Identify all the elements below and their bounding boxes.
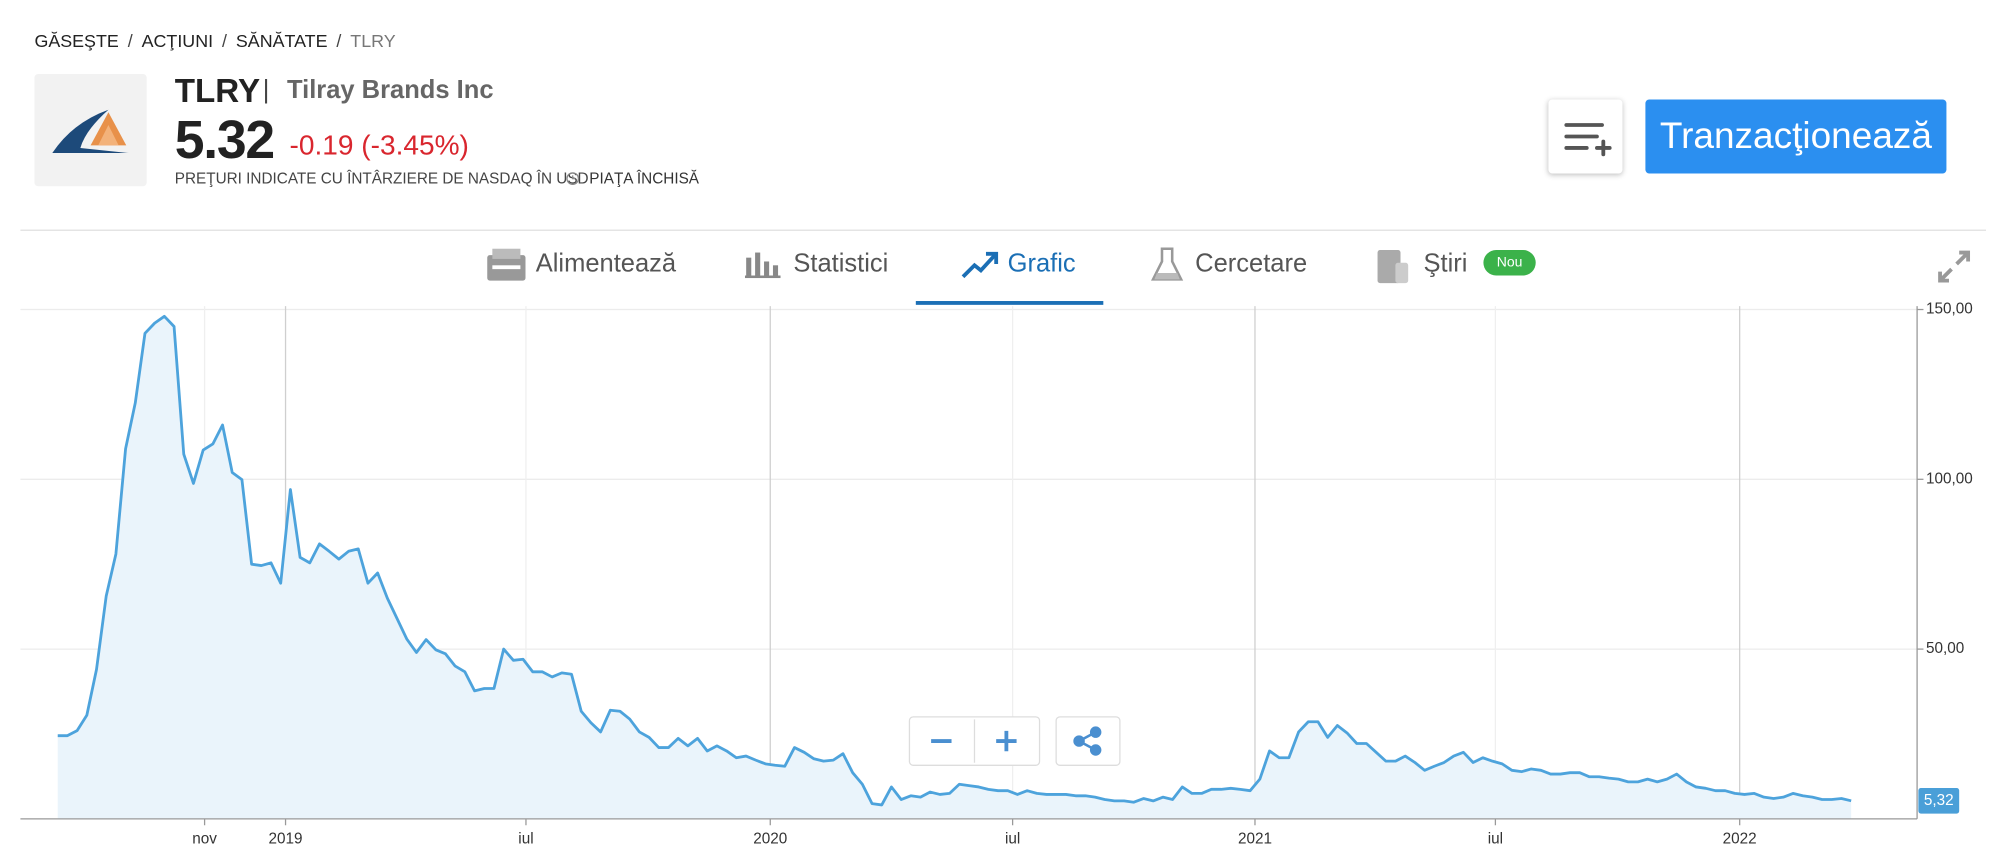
last-value-badge (1918, 788, 1960, 814)
separator: / (127, 30, 133, 52)
x-tick-label: 2019 (269, 830, 303, 847)
y-tick-label: 50,00 (1926, 640, 1964, 657)
breadcrumb: GĂSEŞTE / ACŢIUNI / SĂNĂTATE / TLRY (34, 31, 395, 51)
tab-icon (961, 251, 999, 279)
price: 5.32 (174, 109, 275, 170)
market-status: PIAŢA ÎNCHISĂ (589, 169, 700, 188)
new-badge: Nou (1483, 249, 1536, 276)
price-change: -0.19 (-3.45%) (289, 128, 469, 161)
share-icon (1073, 726, 1102, 756)
price-note: PREŢURI INDICATE CU ÎNTÂRZIERE DE NASDAQ… (174, 169, 589, 188)
breadcrumb-item[interactable]: GĂSEŞTE (34, 30, 119, 52)
last-value-label: 5,32 (1924, 792, 1954, 809)
tab-icon (1150, 247, 1184, 281)
tab[interactable]: Grafic (1007, 249, 1076, 279)
company-name: Tilray Brands Inc (286, 76, 494, 105)
separator-line (20, 229, 1986, 231)
tab[interactable]: Ştiri (1423, 249, 1468, 279)
tab[interactable]: Statistici (793, 249, 889, 279)
zoom-controls (908, 716, 1121, 766)
price-line (57, 314, 1852, 807)
y-tick-label: 100,00 (1926, 470, 1973, 487)
x-tick-label: iul (1005, 830, 1020, 847)
area-fill (57, 316, 1852, 819)
zoom-in[interactable] (996, 730, 1017, 752)
watchlist-button[interactable] (1548, 99, 1623, 174)
tab-icon (487, 248, 526, 281)
x-tick-label: iul (518, 830, 533, 847)
tab[interactable]: Cercetare (1195, 249, 1308, 279)
trade-button[interactable]: Tranzacţionează (1645, 99, 1947, 174)
tab-icon (744, 252, 781, 279)
x-tick-label: 2020 (753, 830, 787, 847)
separator: / (221, 30, 227, 52)
tab-icon (1377, 249, 1409, 284)
x-tick-label: nov (192, 830, 217, 847)
separator: / (336, 30, 342, 52)
breadcrumb-item: TLRY (350, 30, 396, 52)
logo-icon (52, 109, 129, 154)
breadcrumb-item[interactable]: ACŢIUNI (141, 30, 214, 52)
symbol: TLRY (174, 71, 261, 110)
list-icon (1564, 123, 1612, 157)
x-tick-label: 2022 (1723, 830, 1757, 847)
y-tick-label: 150,00 (1926, 301, 1973, 318)
expand-icon[interactable] (1936, 249, 1972, 285)
active-tab-underline (915, 301, 1104, 305)
divider: | (262, 76, 270, 105)
share-button[interactable] (1055, 716, 1121, 766)
breadcrumb-item[interactable]: SĂNĂTATE (235, 30, 328, 52)
clock-icon (566, 172, 580, 185)
x-tick-label: 2021 (1238, 830, 1272, 847)
logo (34, 73, 147, 187)
x-tick-label: iul (1488, 830, 1503, 847)
tab[interactable]: Alimentează (535, 249, 677, 279)
